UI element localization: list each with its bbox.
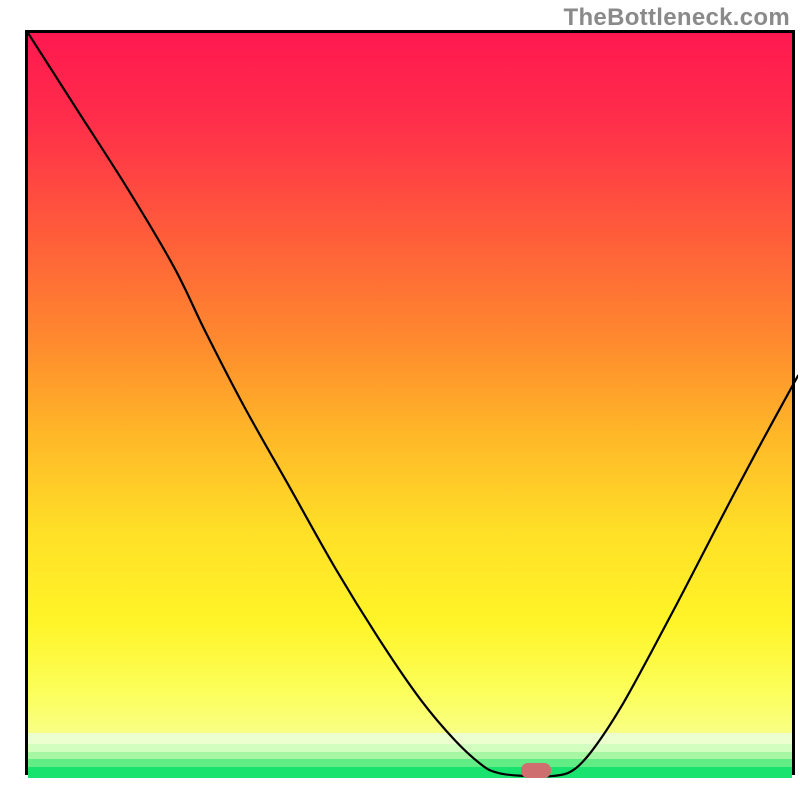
optimal-marker: [521, 763, 551, 778]
plot-area: [25, 30, 795, 775]
curve-path: [28, 33, 798, 776]
attribution-text: TheBottleneck.com: [564, 4, 790, 32]
bottleneck-curve: [28, 33, 798, 778]
chart-container: { "attribution": { "text": "TheBottlenec…: [0, 0, 800, 800]
